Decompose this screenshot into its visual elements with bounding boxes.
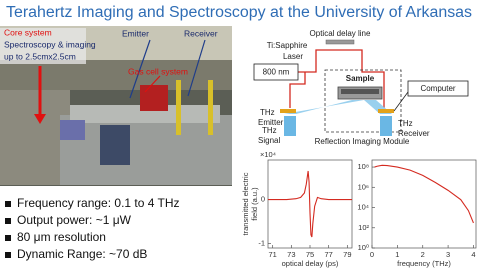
diagram-label: THz bbox=[262, 126, 277, 135]
y-tick-label: -1 bbox=[258, 239, 265, 248]
photo-label: Receiver bbox=[184, 28, 218, 38]
diagram-label: THz bbox=[398, 119, 413, 128]
bullet-marker bbox=[5, 201, 11, 207]
diagram-label: Computer bbox=[420, 84, 455, 93]
photo-label: Spectroscopy & imaging bbox=[4, 39, 96, 49]
bullet-text: Frequency range: 0.1 to 4 THz bbox=[17, 196, 180, 210]
photo-label: Core system bbox=[4, 27, 52, 37]
bullet-text: Output power: ~1 μW bbox=[17, 213, 132, 227]
y-tick-label: 10⁸ bbox=[357, 162, 369, 171]
bullet-text: 80 μm resolution bbox=[17, 230, 106, 244]
y-axis-label: transmitted electric bbox=[241, 172, 250, 235]
diagram-label: Sample bbox=[346, 74, 375, 83]
x-tick-label: 73 bbox=[287, 250, 295, 259]
diagram-label: Optical delay line bbox=[310, 29, 371, 38]
bullet-marker bbox=[5, 252, 11, 258]
diagram-label: Signal bbox=[258, 136, 280, 145]
photo-label: Gas cell system bbox=[128, 66, 188, 76]
diagram-label: Ti:Sapphire bbox=[267, 41, 308, 50]
y-tick-label: 10⁰ bbox=[358, 243, 369, 252]
data-line bbox=[374, 164, 474, 224]
diagram-label: Receiver bbox=[398, 129, 430, 138]
plot-frame bbox=[371, 159, 477, 249]
x-tick-label: 79 bbox=[343, 250, 351, 259]
bullet-marker bbox=[5, 235, 11, 241]
bullet-marker bbox=[5, 218, 11, 224]
y-tick-label: 10² bbox=[358, 223, 369, 232]
bullet-text: Dynamic Range: ~70 dB bbox=[17, 247, 147, 261]
diagram-label: THz bbox=[260, 108, 275, 117]
y-tick-label: 10⁶ bbox=[358, 182, 369, 191]
x-tick-label: 71 bbox=[268, 250, 276, 259]
photo-label: Emitter bbox=[122, 28, 149, 38]
diagram-label: Emitter bbox=[258, 118, 284, 127]
x-tick-label: 0 bbox=[370, 250, 374, 259]
diagram-label: Reflection Imaging Module bbox=[315, 137, 410, 146]
photo-label: up to 2.5cmx2.5cm bbox=[4, 51, 76, 61]
slide-title: Terahertz Imaging and Spectroscopy at th… bbox=[6, 4, 472, 21]
x-axis-label: optical delay (ps) bbox=[282, 259, 339, 268]
x-tick-label: 77 bbox=[324, 250, 332, 259]
x-tick-label: 2 bbox=[421, 250, 425, 259]
diagram-label: Laser bbox=[283, 52, 303, 61]
x-tick-label: 75 bbox=[306, 250, 314, 259]
x-tick-label: 1 bbox=[395, 250, 399, 259]
y-tick-label: 10⁴ bbox=[357, 203, 369, 212]
lab-photo bbox=[0, 26, 232, 186]
y-axis-label: field (a.u.) bbox=[250, 187, 259, 221]
x-tick-label: 3 bbox=[446, 250, 450, 259]
x-axis-label: frequency (THz) bbox=[397, 259, 451, 268]
x-tick-label: 4 bbox=[471, 250, 475, 259]
y-tick-label: 0 bbox=[261, 195, 265, 204]
diagram-label: 800 nm bbox=[263, 68, 290, 77]
data-line bbox=[268, 170, 352, 238]
y-scale-label: ×10⁴ bbox=[260, 150, 276, 159]
setup-diagram bbox=[253, 39, 469, 136]
